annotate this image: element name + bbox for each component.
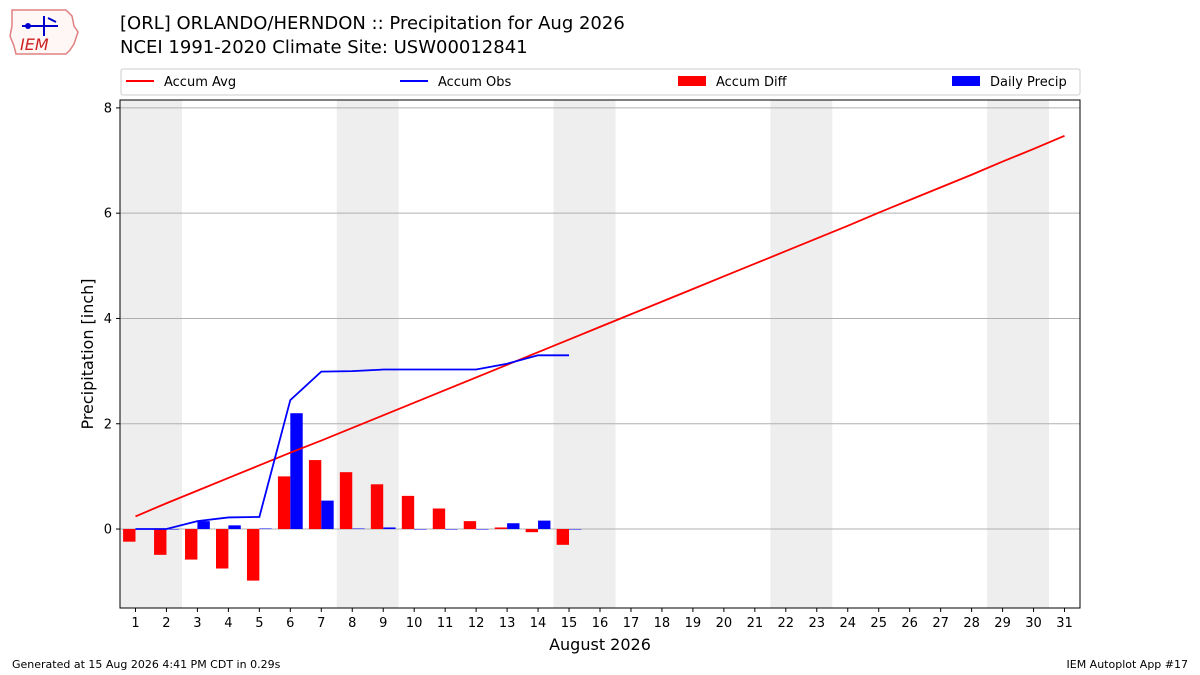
- x-tick-label: 20: [716, 616, 733, 631]
- daily-precip-bar-day-9: [383, 527, 396, 530]
- accum-diff-bar-day-15: [556, 529, 570, 545]
- accum-diff-bar-day-3: [185, 529, 198, 560]
- legend-label-3: Daily Precip: [990, 75, 1067, 90]
- chart-subtitle: NCEI 1991-2020 Climate Site: USW00012841: [120, 37, 528, 58]
- logo-text: IEM: [20, 35, 49, 54]
- daily-precip-bar-day-4: [228, 525, 241, 530]
- daily-precip-bar-day-15: [569, 529, 582, 530]
- daily-precip-bar-day-7: [321, 500, 334, 530]
- daily-precip-bar-day-5: [259, 528, 272, 530]
- x-tick-label: 9: [379, 616, 387, 631]
- y-tick-label: 6: [104, 207, 112, 222]
- x-tick-label: 31: [1056, 616, 1073, 631]
- x-tick-label: 28: [963, 616, 980, 631]
- accum-diff-bar-day-9: [370, 484, 384, 530]
- x-tick-label: 13: [499, 616, 516, 631]
- weekend-band-4: [987, 100, 1050, 608]
- accum-diff-bar-day-14: [525, 529, 539, 533]
- x-tick-label: 7: [317, 616, 325, 631]
- x-tick-label: 10: [406, 616, 423, 631]
- x-tick-label: 24: [839, 616, 856, 631]
- bars: [123, 413, 582, 581]
- x-tick-label: 11: [437, 616, 454, 631]
- accum-diff-bar-day-5: [246, 529, 260, 581]
- daily-precip-bar-day-13: [507, 523, 520, 530]
- legend-label-1: Accum Obs: [438, 75, 511, 90]
- weekend-band-2: [553, 100, 616, 608]
- x-tick-label: 1: [131, 616, 139, 631]
- x-tick-label: 26: [901, 616, 918, 631]
- legend-box: [120, 68, 1081, 96]
- x-tick-label: 17: [623, 616, 640, 631]
- x-tick-label: 3: [193, 616, 201, 631]
- weekend-band-0: [120, 100, 182, 608]
- weekend-band-3: [770, 100, 833, 608]
- y-tick-label: 2: [104, 417, 112, 432]
- accum-diff-bar-day-10: [401, 495, 415, 530]
- lines: [135, 134, 1065, 530]
- accum-diff-bar-day-12: [463, 521, 477, 530]
- accum-diff-bar-day-6: [277, 476, 291, 530]
- accum-diff-bar-day-4: [216, 529, 229, 569]
- weekend-shading: [120, 100, 1050, 608]
- x-tick-label: 18: [654, 616, 671, 631]
- x-tick-label: 29: [994, 616, 1011, 631]
- x-tick-label: 22: [778, 616, 795, 631]
- accum-diff-bar-day-1: [123, 529, 136, 542]
- x-tick-label: 12: [468, 616, 485, 631]
- x-tick-label: 14: [530, 616, 547, 631]
- weekend-band-1: [336, 100, 399, 608]
- y-tick-label: 0: [104, 523, 112, 538]
- accum-diff-bar-day-7: [308, 460, 322, 530]
- accum-diff-bar-day-2: [154, 529, 167, 555]
- daily-precip-bar-day-14: [538, 520, 551, 530]
- legend-swatch-2: [678, 76, 706, 86]
- legend-swatch-3: [952, 76, 980, 86]
- x-tick-label: 6: [286, 616, 294, 631]
- daily-precip-bar-day-10: [414, 529, 427, 530]
- accum-diff-bar-day-11: [432, 508, 446, 530]
- y-axis-label: Precipitation [inch]: [78, 278, 97, 429]
- generated-timestamp: Generated at 15 Aug 2026 4:41 PM CDT in …: [12, 658, 281, 671]
- y-tick-label: 4: [104, 312, 112, 327]
- x-tick-label: 4: [224, 616, 232, 631]
- accum-obs-line: [135, 354, 570, 530]
- legend-label-2: Accum Diff: [716, 75, 788, 90]
- x-tick-label: 5: [255, 616, 263, 631]
- iem-logo: IEM: [9, 9, 79, 55]
- x-tick-label: 27: [932, 616, 949, 631]
- daily-precip-bar-day-6: [290, 413, 303, 530]
- accum-diff-bar-day-8: [339, 472, 353, 530]
- chart-title: [ORL] ORLANDO/HERNDON :: Precipitation f…: [120, 13, 625, 34]
- x-tick-label: 15: [561, 616, 578, 631]
- x-tick-label: 25: [870, 616, 887, 631]
- x-tick-label: 30: [1025, 616, 1042, 631]
- y-tick-label: 8: [104, 101, 112, 116]
- daily-precip-bar-day-8: [352, 528, 365, 530]
- x-tick-label: 2: [162, 616, 170, 631]
- daily-precip-bar-day-12: [476, 529, 489, 530]
- x-tick-label: 23: [809, 616, 826, 631]
- legend-label-0: Accum Avg: [164, 75, 236, 90]
- x-axis-label: August 2026: [549, 635, 651, 654]
- x-tick-label: 8: [348, 616, 356, 631]
- daily-precip-bar-day-2: [166, 529, 179, 530]
- daily-precip-bar-day-11: [445, 529, 458, 530]
- accum-diff-bar-day-13: [494, 527, 508, 530]
- daily-precip-bar-day-3: [197, 521, 210, 530]
- autoplot-app-label: IEM Autoplot App #17: [1066, 658, 1189, 671]
- accum-avg-line: [135, 134, 1065, 518]
- x-tick-label: 21: [747, 616, 764, 631]
- x-tick-label: 16: [592, 616, 609, 631]
- x-tick-label: 19: [685, 616, 702, 631]
- legend: Accum Avg Accum Obs Accum Diff Daily Precip: [120, 68, 1081, 96]
